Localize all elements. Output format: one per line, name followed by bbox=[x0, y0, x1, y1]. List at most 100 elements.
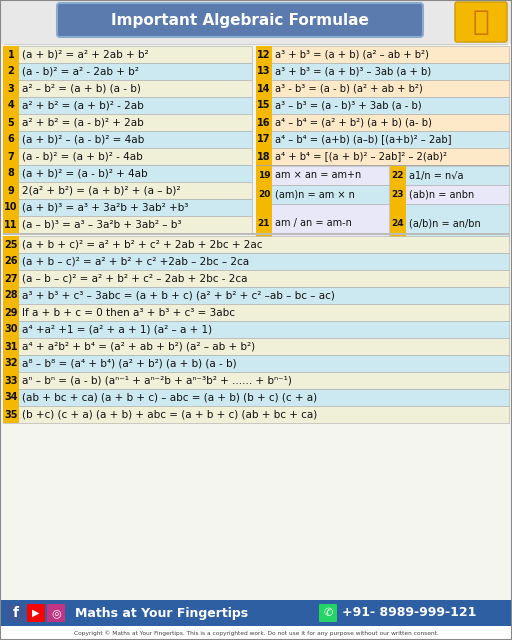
Text: a1/n = n√a: a1/n = n√a bbox=[409, 170, 463, 180]
Text: 14: 14 bbox=[257, 83, 271, 93]
Text: 24: 24 bbox=[392, 218, 404, 227]
Text: 16: 16 bbox=[257, 118, 271, 127]
Text: a³ + b³ = (a + b)³ – 3ab (a + b): a³ + b³ = (a + b)³ – 3ab (a + b) bbox=[275, 67, 431, 77]
Text: 25: 25 bbox=[4, 239, 18, 250]
Text: (am)n = am × n: (am)n = am × n bbox=[275, 189, 355, 200]
Bar bbox=[3, 236, 19, 253]
Text: a⁴ – b⁴ = (a+b) (a–b) [(a+b)² – 2ab]: a⁴ – b⁴ = (a+b) (a–b) [(a+b)² – 2ab] bbox=[275, 134, 452, 145]
Bar bbox=[390, 185, 509, 204]
Text: 22: 22 bbox=[392, 171, 404, 180]
Bar bbox=[390, 204, 406, 242]
Bar bbox=[3, 389, 19, 406]
Text: 20: 20 bbox=[258, 190, 270, 199]
Bar bbox=[256, 166, 389, 185]
Bar bbox=[256, 97, 272, 114]
Text: am / an = am-n: am / an = am-n bbox=[275, 218, 352, 228]
Bar bbox=[3, 253, 509, 270]
Text: 28: 28 bbox=[4, 291, 18, 301]
Bar bbox=[3, 216, 252, 233]
Bar bbox=[256, 204, 389, 242]
Bar bbox=[256, 63, 272, 80]
Bar bbox=[3, 389, 509, 406]
Bar bbox=[0, 600, 512, 626]
Bar bbox=[3, 287, 19, 304]
Text: (a + b + c)² = a² + b² + c² + 2ab + 2bc + 2ac: (a + b + c)² = a² + b² + c² + 2ab + 2bc … bbox=[22, 239, 263, 250]
Bar bbox=[3, 216, 19, 233]
Bar bbox=[3, 80, 252, 97]
Bar bbox=[0, 0, 512, 44]
FancyBboxPatch shape bbox=[455, 2, 507, 42]
Text: +91- 8989-999-121: +91- 8989-999-121 bbox=[342, 607, 476, 620]
Bar bbox=[3, 406, 509, 423]
Text: 9: 9 bbox=[8, 186, 14, 195]
Text: (a – b – c)² = a² + b² + c² – 2ab + 2bc - 2ca: (a – b – c)² = a² + b² + c² – 2ab + 2bc … bbox=[22, 273, 247, 284]
Text: 29: 29 bbox=[4, 307, 18, 317]
Bar bbox=[3, 131, 19, 148]
Bar bbox=[3, 372, 19, 389]
Bar bbox=[3, 114, 252, 131]
Text: a⁸ – b⁸ = (a⁴ + b⁴) (a² + b²) (a + b) (a - b): a⁸ – b⁸ = (a⁴ + b⁴) (a² + b²) (a + b) (a… bbox=[22, 358, 237, 369]
Bar bbox=[256, 114, 509, 131]
Bar bbox=[3, 233, 509, 235]
Text: (ab + bc + ca) (a + b + c) – abc = (a + b) (b + c) (c + a): (ab + bc + ca) (a + b + c) – abc = (a + … bbox=[22, 392, 317, 403]
Text: a² – b² = (a + b) (a - b): a² – b² = (a + b) (a - b) bbox=[22, 83, 141, 93]
Bar bbox=[3, 182, 19, 199]
Text: 17: 17 bbox=[257, 134, 271, 145]
Bar bbox=[3, 63, 19, 80]
Text: ▶: ▶ bbox=[32, 608, 40, 618]
Text: 7: 7 bbox=[8, 152, 14, 161]
Bar bbox=[256, 46, 509, 63]
Text: (a - b)² = (a + b)² - 4ab: (a - b)² = (a + b)² - 4ab bbox=[22, 152, 143, 161]
FancyBboxPatch shape bbox=[57, 3, 423, 37]
Text: 15: 15 bbox=[257, 100, 271, 111]
Bar bbox=[256, 80, 509, 97]
Bar bbox=[256, 131, 272, 148]
Bar bbox=[256, 63, 509, 80]
Text: 27: 27 bbox=[4, 273, 18, 284]
Text: 32: 32 bbox=[4, 358, 18, 369]
FancyBboxPatch shape bbox=[7, 604, 25, 622]
Text: (a + b)² = (a - b)² + 4ab: (a + b)² = (a - b)² + 4ab bbox=[22, 168, 147, 179]
Text: (a - b)² = a² - 2ab + b²: (a - b)² = a² - 2ab + b² bbox=[22, 67, 139, 77]
Bar bbox=[3, 199, 19, 216]
Text: a⁴ – b⁴ = (a² + b²) (a + b) (a- b): a⁴ – b⁴ = (a² + b²) (a + b) (a- b) bbox=[275, 118, 432, 127]
Text: (b +c) (c + a) (a + b) + abc = (a + b + c) (ab + bc + ca): (b +c) (c + a) (a + b) + abc = (a + b + … bbox=[22, 410, 317, 419]
Text: 18: 18 bbox=[257, 152, 271, 161]
Text: a⁴ + b⁴ = [(a + b)² – 2ab]² – 2(ab)²: a⁴ + b⁴ = [(a + b)² – 2ab]² – 2(ab)² bbox=[275, 152, 447, 161]
Bar bbox=[256, 166, 272, 185]
Bar bbox=[3, 46, 252, 63]
Bar bbox=[3, 165, 252, 182]
Text: 2: 2 bbox=[8, 67, 14, 77]
Text: 23: 23 bbox=[392, 190, 404, 199]
Bar bbox=[390, 204, 509, 242]
Bar bbox=[256, 131, 509, 148]
Bar bbox=[3, 304, 509, 321]
Bar bbox=[3, 148, 19, 165]
Bar bbox=[0, 626, 512, 640]
Text: 6: 6 bbox=[8, 134, 14, 145]
Text: Important Algebraic Formulae: Important Algebraic Formulae bbox=[111, 13, 369, 28]
Text: (a – b)³ = a³ – 3a²b + 3ab² – b³: (a – b)³ = a³ – 3a²b + 3ab² – b³ bbox=[22, 220, 181, 230]
Text: ✋: ✋ bbox=[473, 8, 489, 36]
Text: (a + b – c)² = a² + b² + c² +2ab – 2bc – 2ca: (a + b – c)² = a² + b² + c² +2ab – 2bc –… bbox=[22, 257, 249, 266]
Bar bbox=[3, 182, 252, 199]
Bar bbox=[3, 199, 252, 216]
Text: 5: 5 bbox=[8, 118, 14, 127]
Text: a³ + b³ + c³ – 3abc = (a + b + c) (a² + b² + c² –ab – bc – ac): a³ + b³ + c³ – 3abc = (a + b + c) (a² + … bbox=[22, 291, 335, 301]
Bar bbox=[256, 185, 272, 204]
Bar bbox=[256, 148, 272, 165]
Bar bbox=[3, 338, 509, 355]
Text: f: f bbox=[13, 606, 19, 620]
Text: 34: 34 bbox=[4, 392, 18, 403]
Bar bbox=[3, 287, 509, 304]
Text: 13: 13 bbox=[257, 67, 271, 77]
Text: aⁿ – bⁿ = (a - b) (aⁿ⁻¹ + aⁿ⁻²b + aⁿ⁻³b² + ...... + bⁿ⁻¹): aⁿ – bⁿ = (a - b) (aⁿ⁻¹ + aⁿ⁻²b + aⁿ⁻³b²… bbox=[22, 376, 292, 385]
Text: (a/b)n = an/bn: (a/b)n = an/bn bbox=[409, 218, 481, 228]
Bar bbox=[3, 114, 19, 131]
Bar bbox=[390, 166, 406, 185]
Bar bbox=[4, 44, 508, 45]
Bar bbox=[3, 236, 509, 253]
Text: 33: 33 bbox=[4, 376, 18, 385]
Text: a³ – b³ = (a - b)³ + 3ab (a - b): a³ – b³ = (a - b)³ + 3ab (a - b) bbox=[275, 100, 421, 111]
Text: a² + b² = (a + b)² - 2ab: a² + b² = (a + b)² - 2ab bbox=[22, 100, 144, 111]
